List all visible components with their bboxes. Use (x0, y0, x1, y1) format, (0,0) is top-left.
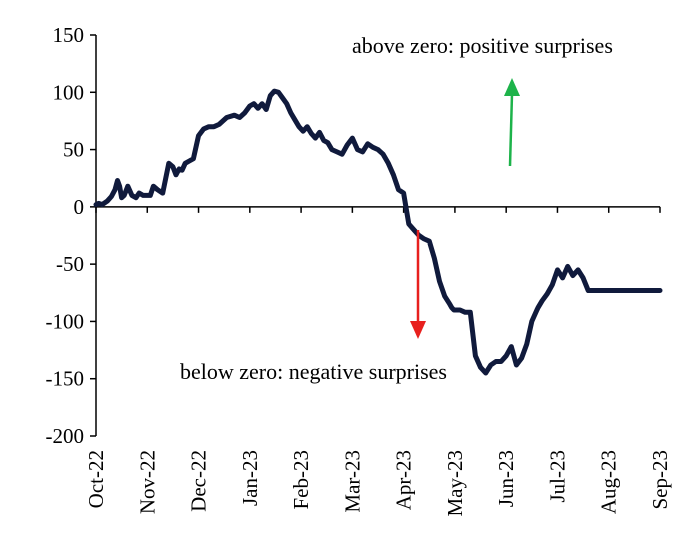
series-line (93, 88, 663, 376)
x-tick-label: Nov-22 (135, 450, 159, 514)
down-arrow-head (410, 321, 426, 339)
x-tick-label: Jul-23 (545, 450, 569, 503)
x-tick-label: Oct-22 (84, 450, 108, 508)
x-axis: Oct-22 Nov-22 Dec-22 Jan-23 Feb-23 Mar-23 Apr-… (84, 206, 672, 517)
x-tick-label: Jun-23 (494, 450, 518, 507)
x-tick-label: Apr-23 (392, 450, 416, 510)
y-axis: 150 100 50 0 -50 -100 -150 -200 (46, 23, 97, 448)
up-arrow-shaft (508, 93, 514, 167)
y-tick-label: -100 (46, 309, 85, 333)
x-tick-label: Aug-23 (597, 450, 621, 514)
x-tick-label: Mar-23 (340, 450, 364, 513)
y-tick-label: 0 (74, 195, 85, 219)
annotation-below-zero: below zero: negative surprises (180, 359, 447, 384)
x-tick-label: Jan-23 (238, 450, 262, 506)
up-arrow-head (504, 78, 520, 96)
y-tick-label: -50 (56, 252, 84, 276)
y-tick-label: -150 (46, 367, 85, 391)
y-tick-label: 150 (53, 23, 85, 47)
annotations: above zero: positive surprises below zer… (180, 33, 613, 384)
y-tick-label: 100 (53, 80, 85, 104)
annotation-above-zero: above zero: positive surprises (352, 33, 613, 58)
series-layer (93, 88, 663, 376)
y-tick-label: 50 (63, 138, 84, 162)
x-tick-label: May-23 (443, 450, 467, 517)
x-tick-label: Sep-23 (648, 450, 672, 510)
up-arrow (504, 78, 520, 167)
down-arrow (410, 230, 426, 339)
x-tick-label: Dec-22 (187, 450, 211, 512)
x-tick-label: Feb-23 (289, 450, 313, 510)
y-tick-label: -200 (46, 424, 85, 448)
